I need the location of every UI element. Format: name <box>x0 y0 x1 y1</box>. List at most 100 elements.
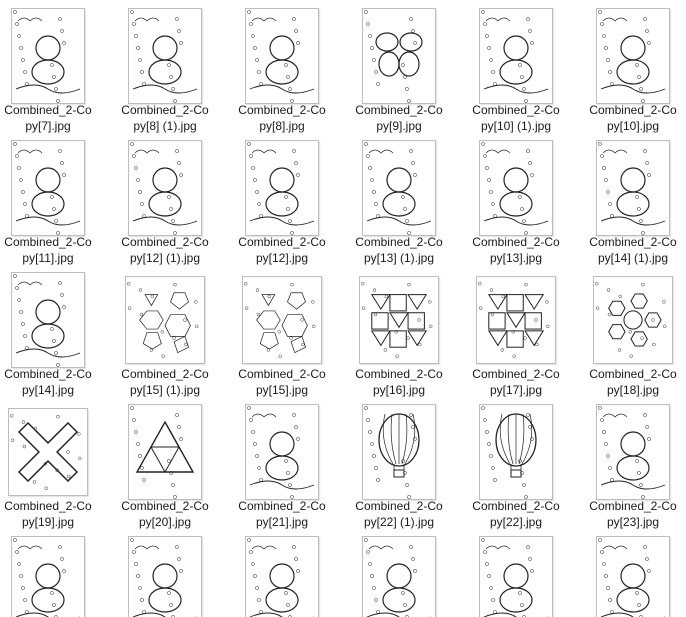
airplane-coloring-page-icon <box>128 536 202 617</box>
file-thumbnail[interactable] <box>476 402 556 502</box>
butterflies-coloring-page-icon <box>362 8 436 104</box>
file-name-line-2: py[10] (1).jpg <box>480 119 552 133</box>
file-name-label[interactable]: Combined_2-Co py[8] (1).jpg <box>117 102 213 134</box>
file-item[interactable]: Combined_2-Co py[15] (1).jpg <box>117 270 213 398</box>
file-name-label[interactable]: Combined_2-Co py[13].jpg <box>468 234 564 266</box>
file-item[interactable]: Combined_2-Co py[22] (1).jpg <box>351 402 447 530</box>
file-item[interactable]: Combined_2-Co py[16].jpg <box>351 270 447 398</box>
penguin-coloring-page-icon <box>245 140 319 236</box>
file-name-label[interactable]: Combined_2-Co py[15] (1).jpg <box>117 366 213 398</box>
file-name-label[interactable]: Combined_2-Co py[8].jpg <box>234 102 330 134</box>
file-name-line-2: py[7].jpg <box>25 119 71 133</box>
file-name-label[interactable]: Combined_2-Co py[10] (1).jpg <box>468 102 564 134</box>
file-item[interactable]: Combined_2-Co py[22].jpg <box>468 402 564 530</box>
file-thumbnail[interactable] <box>359 402 439 502</box>
file-thumbnail[interactable] <box>125 6 205 106</box>
file-name-label[interactable]: Combined_2-Co py[10].jpg <box>585 102 681 134</box>
file-item[interactable]: Combined_2-Co py[17].jpg <box>468 270 564 398</box>
file-name-line-2: py[12] (1).jpg <box>129 251 201 265</box>
file-name-label[interactable]: Combined_2-Co py[21].jpg <box>234 498 330 530</box>
file-name-label[interactable]: Combined_2-Co py[22].jpg <box>468 498 564 530</box>
file-item[interactable]: Combined_2-Co py[8] (1).jpg <box>117 6 213 134</box>
file-name-label[interactable]: Combined_2-Co py[12] (1).jpg <box>117 234 213 266</box>
file-thumbnail[interactable] <box>125 402 205 502</box>
file-name-line-1: Combined_2-Co <box>238 499 326 513</box>
file-name-line-1: Combined_2-Co <box>355 367 443 381</box>
file-item[interactable]: Combined_2-Co py[15].jpg <box>234 270 330 398</box>
file-item[interactable]: Combined_2-Co py[14].jpg <box>0 270 96 398</box>
file-thumbnail[interactable] <box>476 270 556 370</box>
file-item[interactable]: Combined_2-Co py[18].jpg <box>585 270 681 398</box>
file-item[interactable]: Combined_2-Co py[20].jpg <box>117 402 213 530</box>
file-thumbnail[interactable] <box>242 138 322 238</box>
file-thumbnail[interactable] <box>593 138 673 238</box>
file-item[interactable] <box>585 534 681 617</box>
file-item[interactable]: Combined_2-Co py[10] (1).jpg <box>468 6 564 134</box>
file-name-line-1: Combined_2-Co <box>355 103 443 117</box>
hot-air-balloon-coloring-page-icon <box>479 404 553 500</box>
file-thumbnail[interactable] <box>476 138 556 238</box>
file-name-line-1: Combined_2-Co <box>472 367 560 381</box>
file-item[interactable]: Combined_2-Co py[12] (1).jpg <box>117 138 213 266</box>
file-thumbnail[interactable] <box>242 270 322 370</box>
file-thumbnail[interactable] <box>125 270 205 370</box>
file-name-label[interactable]: Combined_2-Co py[19].jpg <box>0 498 96 530</box>
file-item[interactable] <box>468 534 564 617</box>
file-name-label[interactable]: Combined_2-Co py[9].jpg <box>351 102 447 134</box>
file-item[interactable]: Combined_2-Co py[23].jpg <box>585 402 681 530</box>
file-thumbnail[interactable] <box>359 138 439 238</box>
file-item[interactable]: Combined_2-Co py[21].jpg <box>234 402 330 530</box>
file-name-label[interactable]: Combined_2-Co py[15].jpg <box>234 366 330 398</box>
file-name-label[interactable]: Combined_2-Co py[23].jpg <box>585 498 681 530</box>
file-name-line-2: py[10].jpg <box>606 119 660 133</box>
file-thumbnail[interactable] <box>125 138 205 238</box>
file-name-label[interactable]: Combined_2-Co py[11].jpg <box>0 234 96 266</box>
file-item[interactable]: Combined_2-Co py[11].jpg <box>0 138 96 266</box>
file-item[interactable] <box>0 534 96 617</box>
file-thumbnail[interactable] <box>359 534 439 617</box>
file-item[interactable] <box>117 534 213 617</box>
file-item[interactable]: Combined_2-Co py[10].jpg <box>585 6 681 134</box>
file-name-label[interactable]: Combined_2-Co py[20].jpg <box>117 498 213 530</box>
file-thumbnail[interactable] <box>359 6 439 106</box>
file-name-label[interactable]: Combined_2-Co py[16].jpg <box>351 366 447 398</box>
file-item[interactable]: Combined_2-Co py[13].jpg <box>468 138 564 266</box>
file-item[interactable]: Combined_2-Co py[19].jpg <box>0 402 96 530</box>
file-item[interactable] <box>351 534 447 617</box>
file-item[interactable]: Combined_2-Co py[13] (1).jpg <box>351 138 447 266</box>
file-item[interactable]: Combined_2-Co py[8].jpg <box>234 6 330 134</box>
file-name-label[interactable]: Combined_2-Co py[18].jpg <box>585 366 681 398</box>
file-name-line-1: Combined_2-Co <box>238 103 326 117</box>
file-name-line-1: Combined_2-Co <box>472 235 560 249</box>
file-name-line-2: py[13].jpg <box>489 251 543 265</box>
file-item[interactable] <box>234 534 330 617</box>
file-thumbnail[interactable] <box>593 6 673 106</box>
file-name-label[interactable]: Combined_2-Co py[17].jpg <box>468 366 564 398</box>
file-name-label[interactable]: Combined_2-Co py[14] (1).jpg <box>585 234 681 266</box>
file-thumbnail[interactable] <box>242 6 322 106</box>
file-thumbnail[interactable] <box>476 534 556 617</box>
file-thumbnail[interactable] <box>125 534 205 617</box>
hexagon-net-coloring-page-icon <box>593 276 673 364</box>
file-thumbnail[interactable] <box>593 402 673 502</box>
file-name-label[interactable]: Combined_2-Co py[13] (1).jpg <box>351 234 447 266</box>
file-name-label[interactable]: Combined_2-Co py[22] (1).jpg <box>351 498 447 530</box>
file-name-label[interactable]: Combined_2-Co py[14].jpg <box>0 366 96 398</box>
file-item[interactable]: Combined_2-Co py[7].jpg <box>0 6 96 134</box>
file-thumbnail[interactable] <box>476 6 556 106</box>
file-thumbnail[interactable] <box>8 6 88 106</box>
file-name-label[interactable]: Combined_2-Co py[12].jpg <box>234 234 330 266</box>
file-thumbnail[interactable] <box>8 138 88 238</box>
file-item[interactable]: Combined_2-Co py[14] (1).jpg <box>585 138 681 266</box>
file-thumbnail[interactable] <box>593 534 673 617</box>
file-name-label[interactable]: Combined_2-Co py[7].jpg <box>0 102 96 134</box>
file-thumbnail[interactable] <box>8 534 88 617</box>
file-item[interactable]: Combined_2-Co py[9].jpg <box>351 6 447 134</box>
file-thumbnail[interactable] <box>8 270 88 370</box>
file-item[interactable]: Combined_2-Co py[12].jpg <box>234 138 330 266</box>
file-thumbnail[interactable] <box>593 270 673 370</box>
file-thumbnail[interactable] <box>359 270 439 370</box>
file-thumbnail[interactable] <box>242 402 322 502</box>
file-thumbnail[interactable] <box>8 402 88 502</box>
file-thumbnail[interactable] <box>242 534 322 617</box>
